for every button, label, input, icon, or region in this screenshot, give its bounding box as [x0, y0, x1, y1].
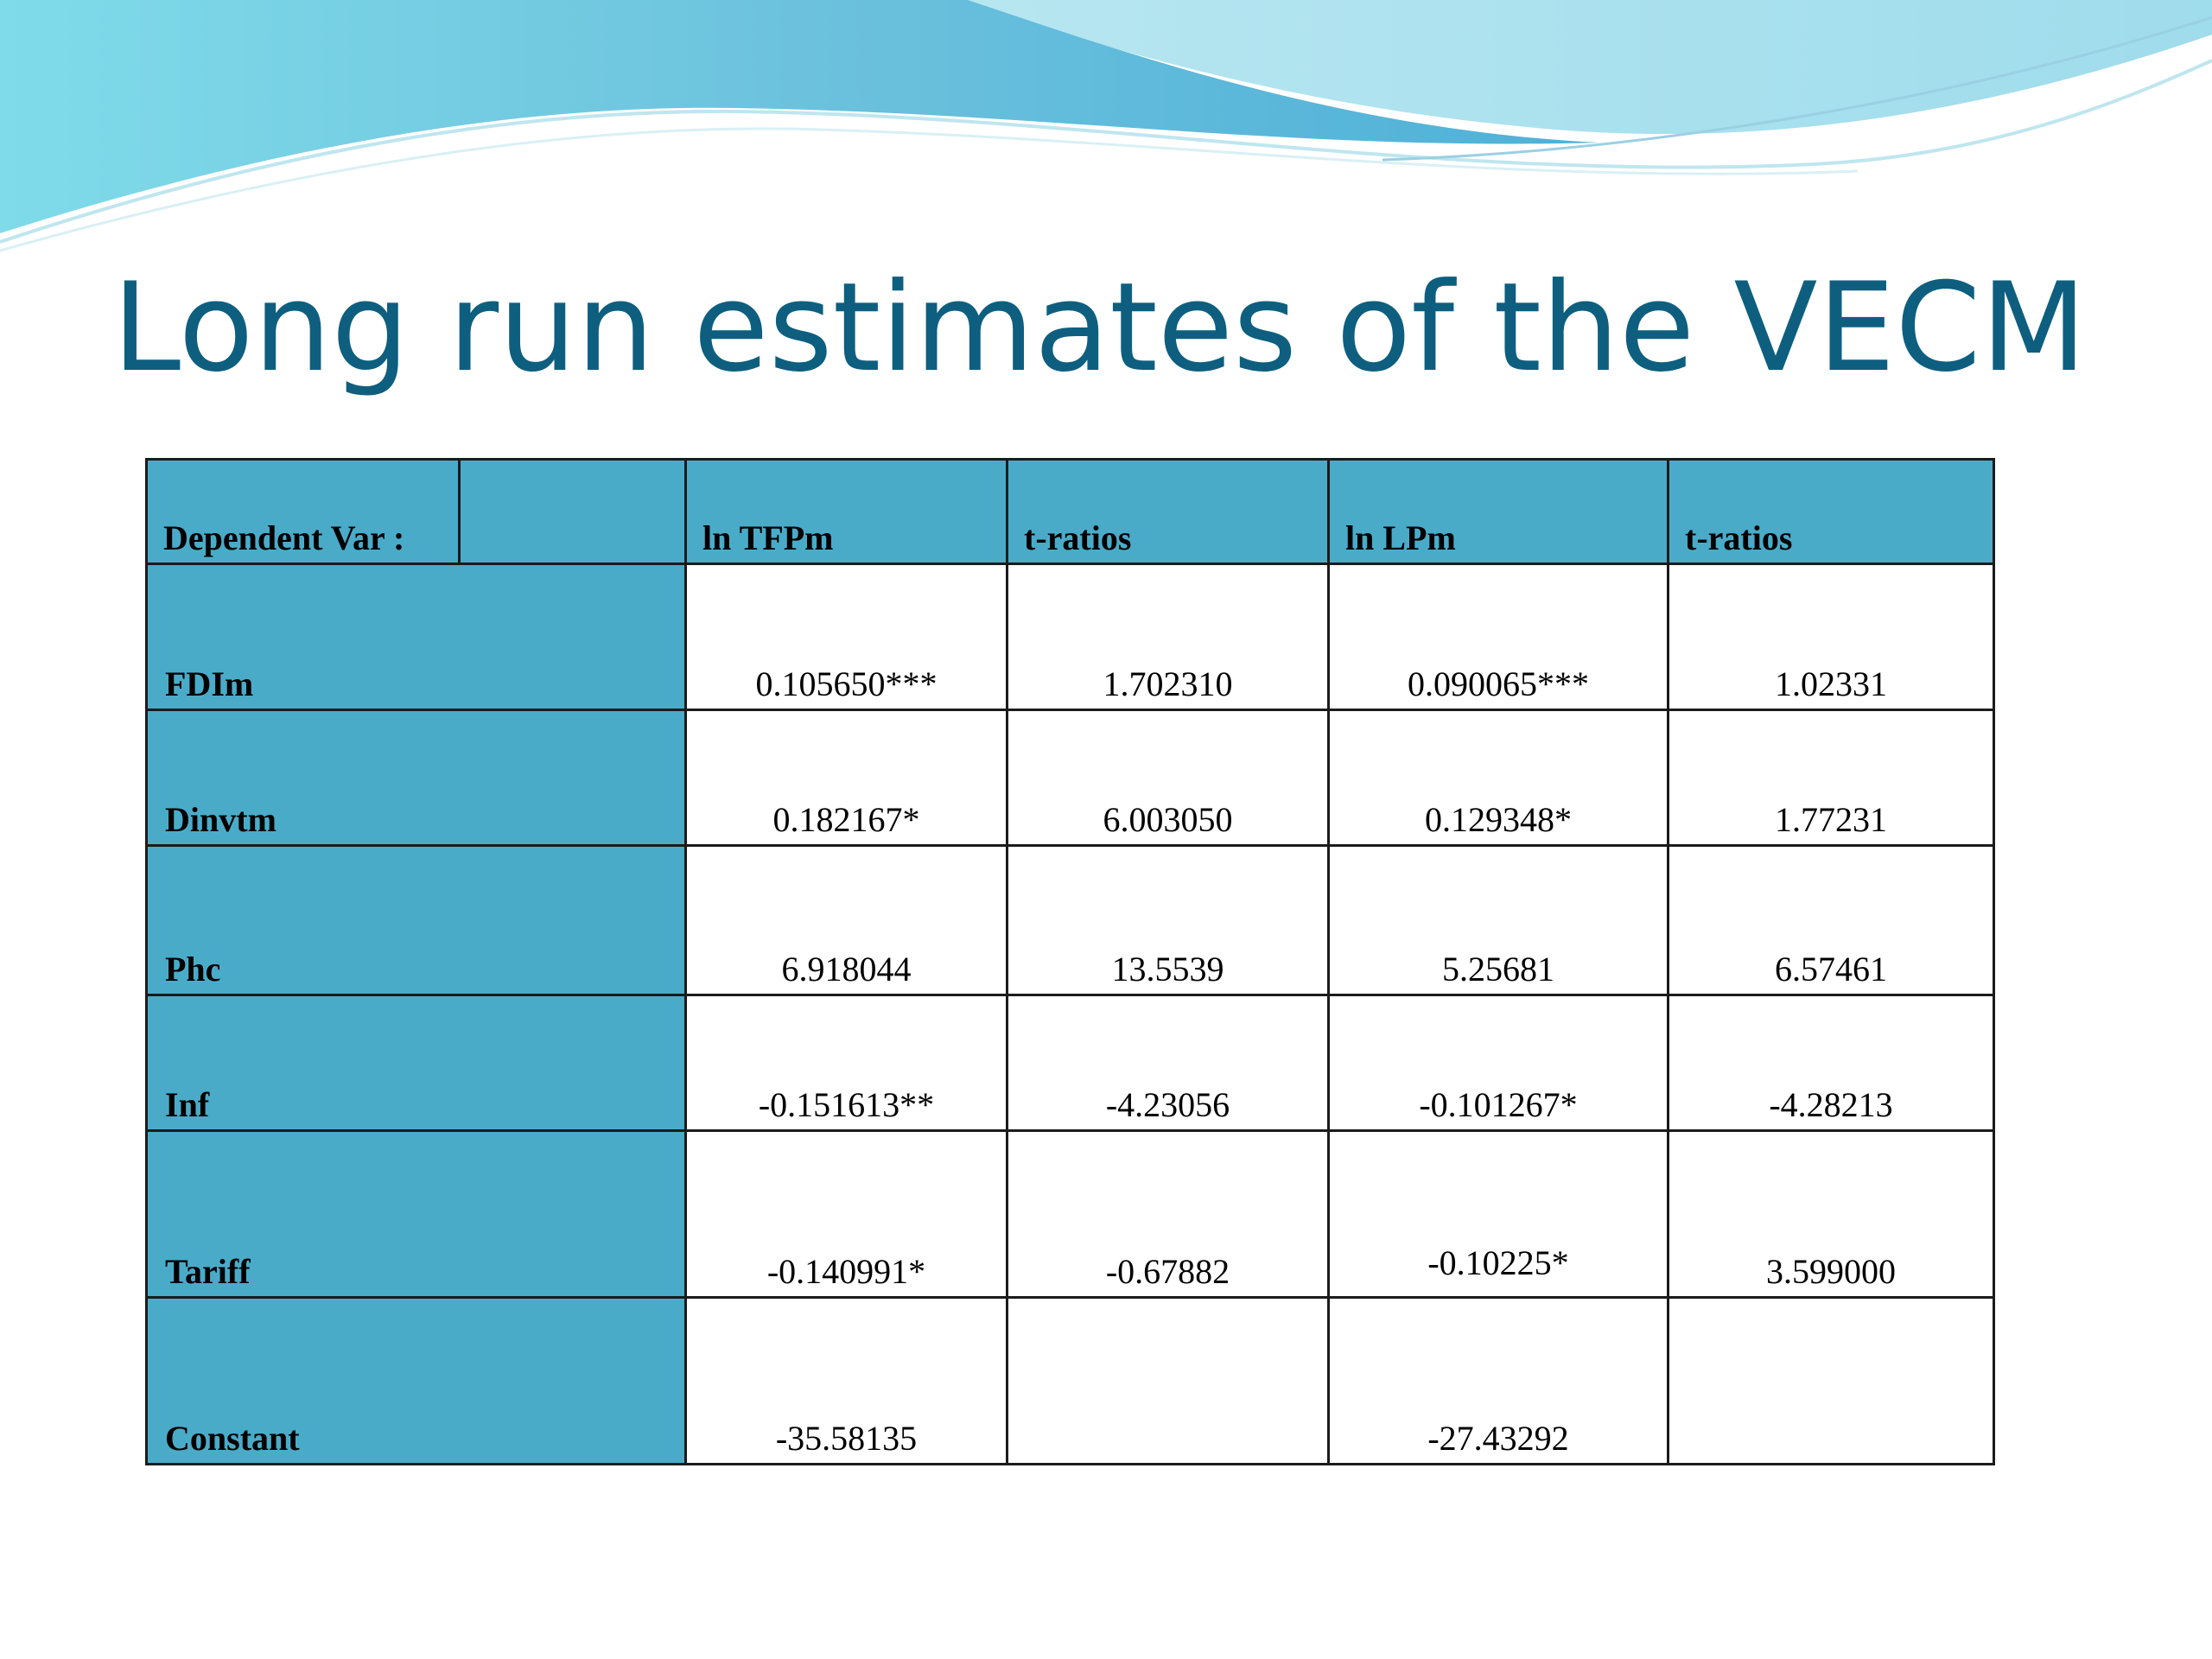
table-row: Inf -0.151613** -4.23056 -0.101267* -4.2…	[145, 994, 1995, 1132]
cell-ln-tfpm: -0.151613**	[684, 994, 1008, 1132]
cell-ln-tfpm: 0.105650***	[684, 563, 1008, 711]
cell-t-ratio-lpm: 6.57461	[1667, 844, 1995, 996]
cell-ln-lpm: -0.101267*	[1327, 994, 1669, 1132]
vecm-table-container: Dependent Var : ln TFPm t-ratios ln LPm …	[145, 458, 1995, 1465]
row-label: Dinvtm	[145, 709, 460, 847]
cell-ln-tfpm: -35.58135	[684, 1296, 1008, 1465]
table-row: Dinvtm 0.182167* 6.003050 0.129348* 1.77…	[145, 709, 1995, 847]
cell-t-ratio-tfpm: 1.702310	[1006, 563, 1330, 711]
cell-t-ratio-lpm: 1.02331	[1667, 563, 1995, 711]
cell-t-ratio-tfpm: -4.23056	[1006, 994, 1330, 1132]
header-wave-decoration	[0, 0, 2212, 252]
cell-t-ratio-tfpm: 13.5539	[1006, 844, 1330, 996]
table-header-row: Dependent Var : ln TFPm t-ratios ln LPm …	[145, 458, 1995, 565]
row-label-fill	[459, 563, 687, 711]
cell-t-ratio-lpm: 1.77231	[1667, 709, 1995, 847]
row-label-fill	[459, 994, 687, 1132]
header-ln-lpm: ln LPm	[1327, 458, 1669, 565]
row-label: Inf	[145, 994, 460, 1132]
table-row: Phc 6.918044 13.5539 5.25681 6.57461	[145, 844, 1995, 996]
cell-ln-lpm: -27.43292	[1327, 1296, 1669, 1465]
cell-t-ratio-lpm	[1667, 1296, 1995, 1465]
row-label: FDIm	[145, 563, 460, 711]
cell-ln-tfpm: -0.140991*	[684, 1129, 1008, 1299]
vecm-estimates-table: Dependent Var : ln TFPm t-ratios ln LPm …	[145, 458, 1995, 1465]
header-t-ratios-lpm: t-ratios	[1667, 458, 1995, 565]
slide-title: Long run estimates of the VECM	[112, 257, 2087, 399]
cell-t-ratio-tfpm: -0.67882	[1006, 1129, 1330, 1299]
header-ln-tfpm: ln TFPm	[684, 458, 1008, 565]
row-label: Constant	[145, 1296, 460, 1465]
cell-ln-lpm: 5.25681	[1327, 844, 1669, 996]
cell-ln-lpm: 0.129348*	[1327, 709, 1669, 847]
cell-ln-lpm: 0.090065***	[1327, 563, 1669, 711]
header-blank	[458, 458, 687, 565]
table-row: FDIm 0.105650*** 1.702310 0.090065*** 1.…	[145, 563, 1995, 711]
row-label-fill	[459, 1129, 687, 1299]
row-label-fill	[459, 1296, 687, 1465]
cell-t-ratio-lpm: -4.28213	[1667, 994, 1995, 1132]
cell-t-ratio-lpm: 3.599000	[1667, 1129, 1995, 1299]
cell-ln-tfpm: 6.918044	[684, 844, 1008, 996]
row-label-fill	[459, 709, 687, 847]
cell-t-ratio-tfpm	[1006, 1296, 1330, 1465]
table-row: Tariff -0.140991* -0.67882 -0.10225* 3.5…	[145, 1129, 1995, 1299]
row-label: Phc	[145, 844, 460, 996]
cell-ln-tfpm: 0.182167*	[684, 709, 1008, 847]
cell-ln-lpm: -0.10225*	[1327, 1129, 1669, 1299]
cell-ln-lpm-value: -0.10225*	[1427, 1243, 1569, 1282]
cell-t-ratio-tfpm: 6.003050	[1006, 709, 1330, 847]
row-label-fill	[459, 844, 687, 996]
table-row: Constant -35.58135 -27.43292	[145, 1296, 1995, 1465]
row-label: Tariff	[145, 1129, 460, 1299]
header-dependent-var: Dependent Var :	[145, 458, 461, 565]
header-t-ratios-tfpm: t-ratios	[1006, 458, 1330, 565]
